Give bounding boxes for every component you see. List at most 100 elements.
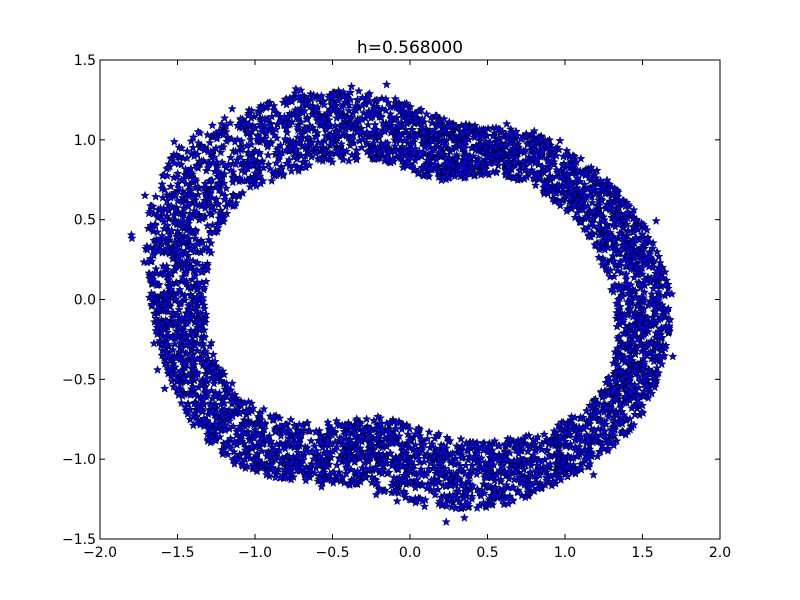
scatter-point — [648, 283, 658, 293]
scatter-point — [260, 133, 271, 143]
scatter-point — [612, 321, 622, 331]
scatter-point — [271, 170, 281, 180]
scatter-point — [572, 183, 582, 193]
scatter-point — [350, 478, 360, 488]
scatter-point — [584, 172, 594, 182]
scatter-point — [514, 472, 524, 482]
scatter-point — [429, 124, 440, 134]
scatter-point — [454, 169, 465, 178]
scatter-point — [170, 190, 180, 200]
scatter-point — [642, 313, 653, 323]
scatter-point — [598, 216, 608, 226]
scatter-point — [203, 158, 213, 167]
scatter-point — [440, 125, 450, 134]
scatter-point — [417, 163, 427, 172]
scatter-point — [261, 469, 272, 479]
scatter-point — [404, 435, 415, 445]
scatter-point — [280, 419, 290, 429]
scatter-point — [594, 200, 604, 210]
scatter-point — [474, 488, 484, 498]
scatter-point — [584, 461, 594, 471]
scatter-point — [572, 208, 582, 218]
scatter-point — [638, 364, 648, 374]
scatter-point — [459, 493, 469, 503]
scatter-point — [347, 438, 357, 448]
scatter-point — [371, 110, 381, 120]
scatter-point — [296, 117, 306, 127]
scatter-point — [595, 446, 606, 456]
scatter-point — [162, 316, 173, 326]
scatter-point — [175, 284, 185, 294]
scatter-point — [185, 414, 195, 424]
scatter-point — [147, 224, 157, 234]
scatter-point — [384, 467, 394, 477]
scatter-point — [618, 427, 629, 437]
scatter-point — [536, 135, 546, 144]
scatter-point — [159, 223, 169, 233]
scatter-point — [369, 415, 379, 425]
scatter-point — [293, 92, 304, 102]
scatter-point — [330, 120, 340, 130]
scatter-point — [636, 346, 647, 356]
scatter-point — [276, 431, 286, 440]
scatter-point — [616, 416, 627, 426]
scatter-point — [216, 119, 227, 128]
scatter-point — [291, 84, 301, 93]
scatter-point — [286, 414, 296, 424]
scatter-point — [202, 429, 213, 439]
scatter-point — [151, 326, 161, 335]
scatter-point — [603, 412, 614, 422]
scatter-point — [472, 130, 483, 140]
scatter-point — [622, 213, 633, 223]
scatter-point — [176, 297, 186, 307]
scatter-point — [639, 287, 650, 297]
scatter-point — [161, 346, 172, 356]
scatter-point — [397, 100, 408, 110]
scatter-point — [431, 139, 442, 149]
scatter-point — [441, 501, 452, 511]
scatter-point — [188, 329, 198, 339]
scatter-point — [292, 132, 303, 142]
scatter-point — [185, 390, 196, 400]
scatter-point — [536, 148, 546, 158]
scatter-point — [503, 161, 513, 171]
scatter-point — [162, 211, 172, 221]
scatter-point — [351, 444, 361, 454]
scatter-point — [207, 362, 217, 372]
scatter-point — [399, 445, 409, 455]
scatter-point — [333, 85, 344, 95]
scatter-point — [412, 425, 422, 435]
scatter-point — [174, 230, 184, 240]
scatter-point — [168, 309, 179, 319]
scatter-point — [208, 349, 218, 359]
scatter-point — [442, 472, 452, 482]
scatter-point — [403, 429, 413, 439]
scatter-point — [435, 463, 445, 473]
scatter-point — [199, 332, 210, 342]
scatter-point — [612, 210, 623, 220]
scatter-point — [652, 247, 662, 257]
scatter-point — [311, 446, 322, 455]
scatter-point — [185, 304, 195, 314]
scatter-point — [346, 81, 357, 91]
scatter-point — [380, 138, 391, 148]
scatter-point — [147, 256, 157, 266]
scatter-point — [278, 426, 288, 436]
scatter-point — [528, 450, 538, 460]
scatter-point — [157, 318, 167, 328]
scatter-point — [369, 145, 379, 155]
scatter-point — [472, 503, 482, 513]
scatter-point — [171, 277, 182, 287]
scatter-point — [377, 425, 387, 434]
scatter-point — [624, 365, 634, 375]
scatter-point — [226, 385, 236, 395]
scatter-point — [590, 239, 600, 249]
scatter-point — [553, 420, 563, 430]
scatter-point — [180, 164, 191, 174]
scatter-point — [398, 112, 408, 122]
scatter-point — [199, 303, 209, 313]
scatter-point — [199, 195, 210, 205]
scatter-point — [458, 163, 468, 172]
scatter-point — [225, 152, 236, 162]
scatter-point — [186, 136, 196, 146]
